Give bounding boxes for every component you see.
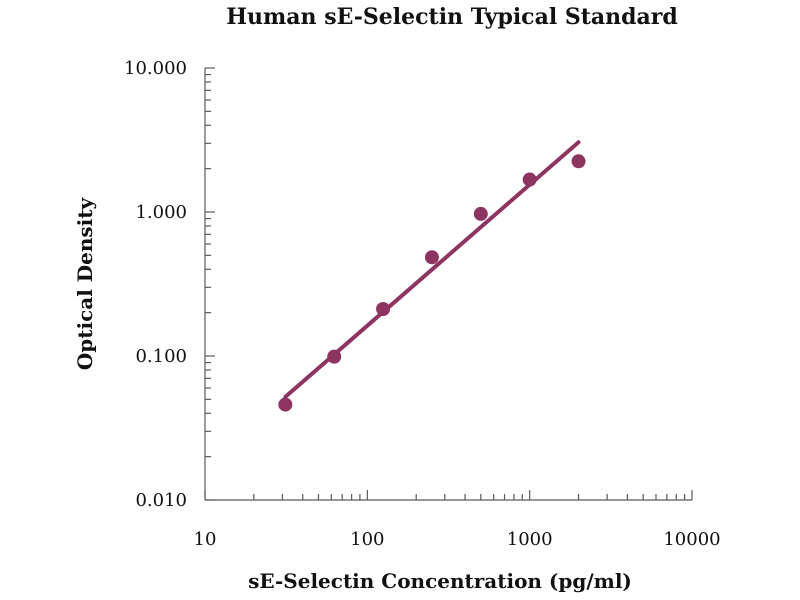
x-tick-label: 100: [350, 529, 384, 550]
ticks: [204, 67, 693, 501]
points-layer: [278, 154, 586, 412]
y-axis-label: Optical Density: [73, 196, 97, 370]
data-point: [473, 206, 488, 221]
data-point: [278, 397, 293, 412]
x-tick-label: 10: [194, 529, 217, 550]
y-tick-label: 0.010: [135, 490, 187, 511]
y-tick-label: 1.000: [135, 202, 187, 223]
chart-title: Human sE-Selectin Typical Standard: [226, 4, 678, 30]
data-point: [522, 172, 537, 187]
data-point: [327, 349, 342, 364]
tick-labels: 10 100 1000 10000 0.010 0.100 1.000 10.0…: [124, 58, 721, 550]
data-point: [571, 154, 586, 169]
y-tick-label: 0.100: [135, 346, 187, 367]
data-point: [376, 302, 391, 317]
x-tick-label: 1000: [507, 529, 553, 550]
y-tick-label: 10.000: [124, 58, 187, 79]
data-point: [424, 250, 439, 265]
x-tick-label: 10000: [663, 529, 720, 550]
axes: [204, 68, 692, 501]
x-axis-label: sE-Selectin Concentration (pg/ml): [248, 569, 632, 593]
